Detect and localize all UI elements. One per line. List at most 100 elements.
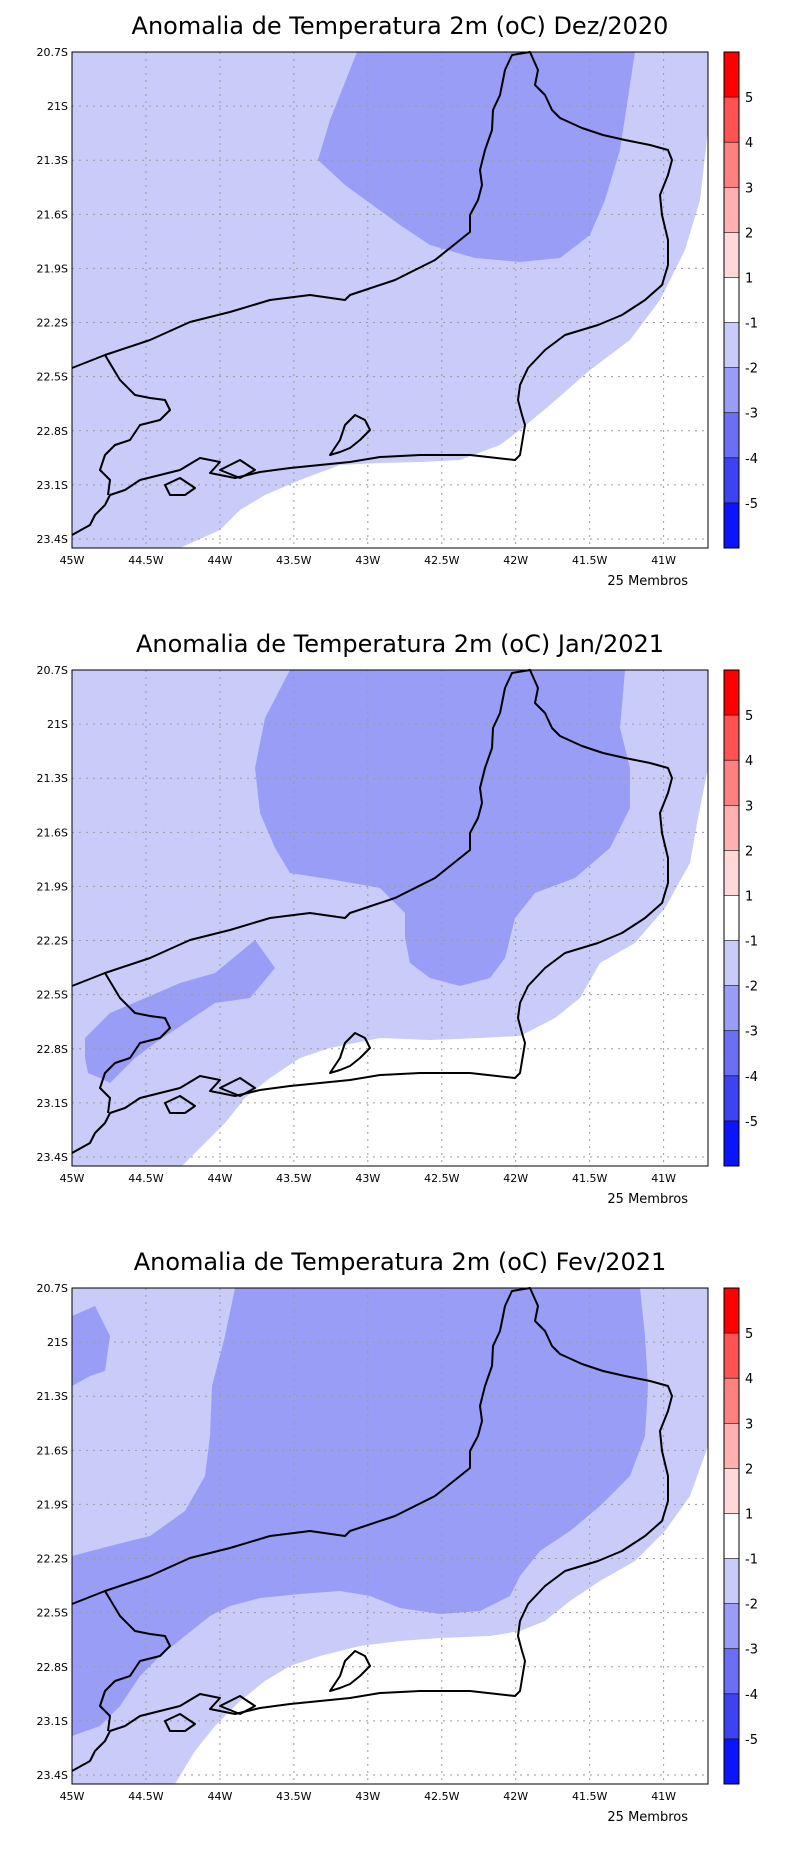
colorbar-swatch [724,1513,739,1559]
lon-tick-label: 44W [207,554,232,567]
lat-tick-label: 21.9S [37,880,68,893]
lat-tick-label: 23.4S [37,1151,68,1164]
anomaly-region-minus2 [318,52,635,262]
anomaly-region-neutral [182,768,708,1166]
lat-tick-label: 22.5S [37,1607,68,1620]
colorbar-label: 2 [745,226,753,241]
bay-outline [329,1650,371,1692]
lat-tick-label: 20.7S [37,664,68,677]
gridlines [72,1288,708,1784]
colorbar-label: 5 [745,1327,753,1342]
colorbar-label: -5 [745,1115,758,1130]
lon-tick-label: 41.5W [572,554,607,567]
lat-tick-label: 22.8S [37,1661,68,1674]
lat-tick-label: 21.3S [37,772,68,785]
coastline [71,669,673,1154]
lat-tick-label: 21.6S [37,1444,68,1457]
colorbar-swatch [724,670,739,716]
colorbar-label: 1 [745,1507,753,1522]
coastline [71,51,673,536]
island-outline [219,459,256,479]
lon-tick-label: 41.5W [572,1172,607,1185]
state-border-path [99,1590,171,1732]
lat-tick-label: 20.7S [37,46,68,59]
lat-tick-label: 23.1S [37,479,68,492]
colorbar-swatch [724,412,739,458]
longitude-labels: 45W 44.5W 44W 43.5W 43W 42.5W 42W 41.5W 41W [60,1172,677,1185]
colorbar-swatch [724,940,739,986]
colorbar-label: -2 [745,362,758,377]
island-outline [164,477,196,496]
lon-tick-label: 44.5W [128,1790,163,1803]
lat-tick-label: 23.4S [37,1769,68,1782]
colorbar-label: -2 [745,1598,758,1613]
lon-tick-label: 43.5W [276,554,311,567]
lon-tick-label: 41W [651,1172,676,1185]
lon-tick-label: 43W [355,1172,380,1185]
lon-tick-label: 44.5W [128,1172,163,1185]
colorbar-label: 4 [745,1372,753,1387]
bay-outline [329,414,371,456]
map-figure: Anomalia de Temperatura 2m (oC) Jan/2021… [37,630,758,1207]
lon-tick-label: 42W [503,554,528,567]
lat-tick-label: 23.4S [37,533,68,546]
colorbar-swatch [724,52,739,98]
lon-tick-label: 45W [60,554,85,567]
colorbar-swatch [724,1648,739,1694]
colorbar-label: 3 [745,1417,753,1432]
anomaly-region-minus2 [72,1306,110,1386]
colorbar-label: 5 [745,709,753,724]
map-frame [71,669,709,1167]
anomaly-region-minus2 [85,940,275,1083]
colorbar-swatch [724,985,739,1031]
colorbar-swatch [724,805,739,851]
colorbar: 5 4 3 2 1 -1 -2 -3 -4 -5 [723,1287,758,1785]
colorbar-swatch [724,1120,739,1166]
gridlines [72,670,708,1166]
map-panel-fev-2021: Anomalia de Temperatura 2m (oC) Fev/2021… [0,1236,800,1854]
colorbar-swatch [724,1378,739,1424]
colorbar-label: -3 [745,1643,758,1658]
anomaly-region-minus2 [255,670,630,986]
colorbar-label: -5 [745,497,758,512]
lon-tick-label: 42.5W [424,1790,459,1803]
lon-tick-label: 42.5W [424,1172,459,1185]
members-label: 25 Membros [607,1192,688,1207]
colorbar-label: 3 [745,181,753,196]
lon-tick-label: 44W [207,1172,232,1185]
colorbar-swatch [724,1468,739,1514]
longitude-labels: 45W 44.5W 44W 43.5W 43W 42.5W 42W 41.5W 41W [60,554,677,567]
colorbar-swatch [724,502,739,548]
colorbar-swatch [724,1603,739,1649]
colorbar-label: -4 [745,452,758,467]
bay-outline [329,1032,371,1074]
lat-tick-label: 23.1S [37,1097,68,1110]
colorbar-swatch [724,232,739,278]
island-outline [164,1095,196,1114]
colorbar-swatch [724,895,739,941]
lon-tick-label: 43.5W [276,1790,311,1803]
colorbar-swatch [724,1333,739,1379]
lon-tick-label: 43W [355,554,380,567]
lat-tick-label: 22.5S [37,371,68,384]
coastline-path [71,1287,673,1772]
lat-tick-label: 21.6S [37,208,68,221]
colorbar: 5 4 3 2 1 -1 -2 -3 -4 -5 [723,669,758,1167]
colorbar-frame [723,669,740,1167]
panel-title: Anomalia de Temperatura 2m (oC) Jan/2021 [136,630,664,658]
map-figure: Anomalia de Temperatura 2m (oC) Dez/2020… [37,12,758,589]
anomaly-region-minus2 [72,1288,648,1736]
colorbar-swatch [724,1075,739,1121]
lat-tick-label: 21S [47,100,68,113]
lon-tick-label: 45W [60,1172,85,1185]
members-label: 25 Membros [607,574,688,589]
lat-tick-label: 23.1S [37,1715,68,1728]
lat-tick-label: 21.3S [37,1390,68,1403]
colorbar-label: -4 [745,1688,758,1703]
panel-title: Anomalia de Temperatura 2m (oC) Fev/2021 [134,1248,667,1276]
longitude-labels: 45W 44.5W 44W 43.5W 43W 42.5W 42W 41.5W 41W [60,1790,677,1803]
colorbar-label: -1 [745,1553,758,1568]
lon-tick-label: 41W [651,1790,676,1803]
colorbar-label: -1 [745,317,758,332]
lat-tick-label: 21S [47,718,68,731]
